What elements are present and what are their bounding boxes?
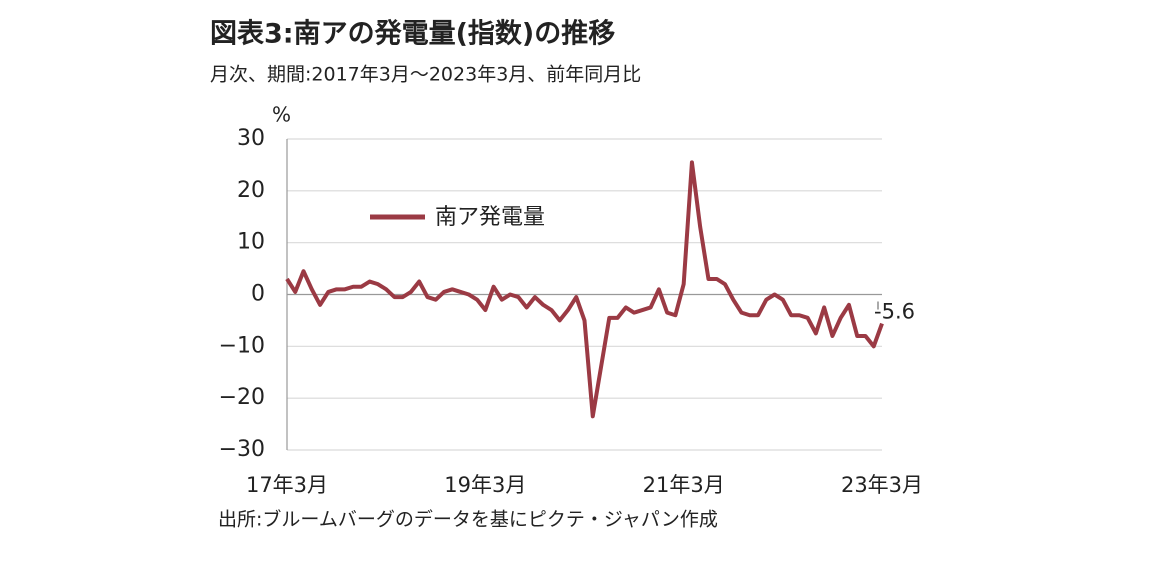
y-axis-label: %: [272, 103, 291, 127]
y-tick-label: 10: [237, 230, 265, 255]
legend-label: 南ア発電量: [435, 205, 545, 230]
source-note: 出所:ブルームバーグのデータを基にピクテ・ジャパン作成: [218, 508, 718, 531]
y-tick-label: 20: [237, 178, 265, 203]
y-tick-label: −30: [219, 437, 265, 462]
data-line: [285, 160, 884, 419]
y-tick-label: −10: [219, 333, 265, 358]
x-tick-label: 21年3月: [643, 473, 725, 497]
x-tick-label: 23年3月: [841, 473, 923, 497]
y-tick-label: 30: [237, 126, 265, 151]
end-label: -5.6: [874, 300, 915, 324]
chart-title: 図表3:南アの発電量(指数)の推移: [210, 19, 615, 50]
x-tick-label: 19年3月: [444, 473, 526, 497]
y-tick-label: 0: [251, 282, 265, 307]
chart-subtitle: 月次、期間:2017年3月～2023年3月、前年同月比: [210, 64, 641, 86]
x-tick-label: 17年3月: [246, 473, 328, 497]
y-tick-label: −20: [219, 385, 265, 410]
